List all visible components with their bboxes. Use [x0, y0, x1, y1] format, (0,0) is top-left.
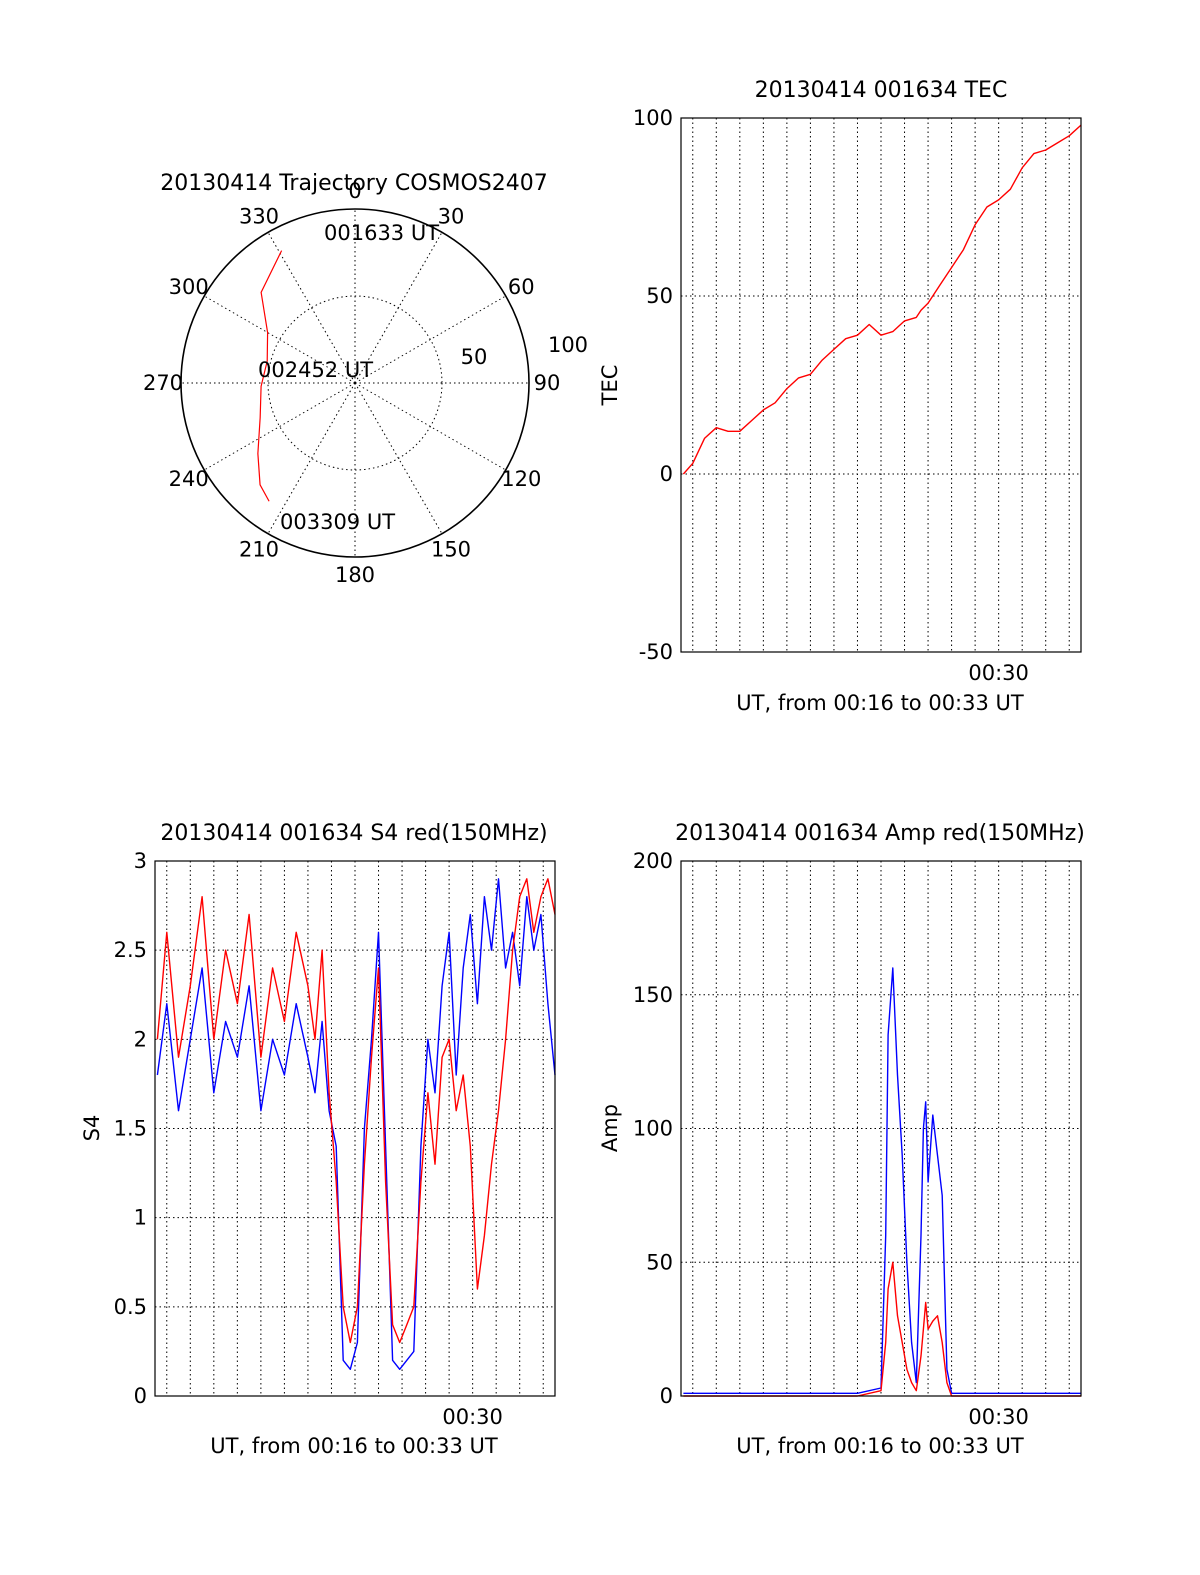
- y-tick-label: 0: [660, 1384, 673, 1408]
- y-tick-label: 100: [633, 1117, 673, 1141]
- polar-radial-label: 100: [548, 333, 588, 357]
- s4-chart: 20130414 001634 S4 red(150MHz) UT, from …: [80, 821, 556, 1458]
- polar-azimuth-label: 210: [239, 537, 279, 561]
- polar-radial-label: 50: [461, 345, 488, 369]
- y-tick-label: 3: [134, 849, 147, 873]
- tec-y-axis-label: TEC: [598, 365, 622, 407]
- y-tick-label: 0: [134, 1384, 147, 1408]
- s4-plot-area: 0 0.5 1 1.5 2 2.5 3 00:30: [114, 849, 556, 1429]
- tec-x-axis-label: UT, from 00:16 to 00:33 UT: [736, 691, 1024, 715]
- tec-chart: 20130414 001634 TEC UT, from 00:16 to 00…: [598, 78, 1082, 715]
- amp-plot-area: 0 50 100 150 200 00:30: [633, 849, 1082, 1429]
- amp-x-axis-label: UT, from 00:16 to 00:33 UT: [736, 1434, 1024, 1458]
- y-tick-label: 0.5: [114, 1295, 147, 1319]
- polar-ring-50: [267, 295, 443, 471]
- series-line-1: [682, 124, 1082, 475]
- x-tick-label: 00:30: [968, 1405, 1029, 1429]
- s4-y-axis-label: S4: [80, 1115, 104, 1142]
- y-tick-label: -50: [639, 640, 673, 664]
- tec-plot-area: -50 0 50 100 00:30: [633, 106, 1082, 685]
- y-tick-label: 100: [633, 106, 673, 130]
- polar-grid: [180, 208, 530, 558]
- polar-trajectory-series: [257, 250, 283, 502]
- polar-time-annotation: 002452 UT: [258, 358, 373, 382]
- y-tick-label: 50: [646, 1250, 673, 1274]
- series-line-2: [156, 878, 556, 1344]
- plot-frame: [680, 860, 1082, 1397]
- y-tick-label: 150: [633, 983, 673, 1007]
- amp-y-axis-label: Amp: [598, 1104, 622, 1152]
- polar-azimuth-label: 0: [348, 179, 361, 203]
- polar-spoke: [204, 382, 356, 471]
- x-tick-label: 00:30: [968, 661, 1029, 685]
- polar-azimuth-label: 300: [169, 275, 209, 299]
- series-line-1: [683, 967, 1081, 1395]
- polar-spoke: [267, 232, 356, 384]
- y-tick-label: 1.5: [114, 1117, 147, 1141]
- polar-outer-ring: [180, 208, 530, 558]
- s4-x-axis-label: UT, from 00:16 to 00:33 UT: [210, 1434, 498, 1458]
- polar-labels: 0 30 60 90 120 150 180 210 240 270 300 330 50 100 0016…: [143, 179, 588, 587]
- polar-trajectory-chart: 20130414 Trajectory COSMOS2407 0 30 60 90 12…: [143, 171, 588, 587]
- x-tick-label: 00:30: [442, 1405, 503, 1429]
- polar-azimuth-label: 60: [508, 275, 535, 299]
- polar-azimuth-label: 180: [335, 563, 375, 587]
- polar-azimuth-label: 120: [501, 467, 541, 491]
- polar-time-annotation: 003309 UT: [280, 510, 395, 534]
- polar-azimuth-label: 150: [431, 537, 471, 561]
- polar-time-annotation: 001633 UT: [324, 221, 439, 245]
- series-line-1: [156, 878, 556, 1371]
- polar-azimuth-label: 270: [143, 371, 183, 395]
- y-tick-label: 2: [134, 1027, 147, 1051]
- plot-frame: [154, 860, 556, 1397]
- amp-chart: 20130414 001634 Amp red(150MHz) UT, from…: [598, 821, 1085, 1458]
- series-line-2: [683, 1261, 1081, 1397]
- polar-chart-title: 20130414 Trajectory COSMOS2407: [160, 171, 547, 196]
- amp-chart-title: 20130414 001634 Amp red(150MHz): [675, 821, 1085, 846]
- polar-trajectory-line: [257, 250, 283, 502]
- s4-chart-title: 20130414 001634 S4 red(150MHz): [160, 821, 547, 846]
- y-tick-label: 0: [660, 462, 673, 486]
- y-tick-label: 1: [134, 1206, 147, 1230]
- y-tick-label: 2.5: [114, 938, 147, 962]
- plot-frame: [680, 117, 1082, 653]
- y-tick-label: 50: [646, 284, 673, 308]
- polar-azimuth-label: 30: [438, 205, 465, 229]
- polar-spoke: [204, 295, 356, 384]
- polar-azimuth-label: 240: [169, 467, 209, 491]
- polar-spoke: [267, 382, 356, 534]
- polar-azimuth-label: 330: [239, 205, 279, 229]
- tec-chart-title: 20130414 001634 TEC: [755, 78, 1008, 103]
- y-tick-label: 200: [633, 849, 673, 873]
- polar-azimuth-label: 90: [534, 371, 561, 395]
